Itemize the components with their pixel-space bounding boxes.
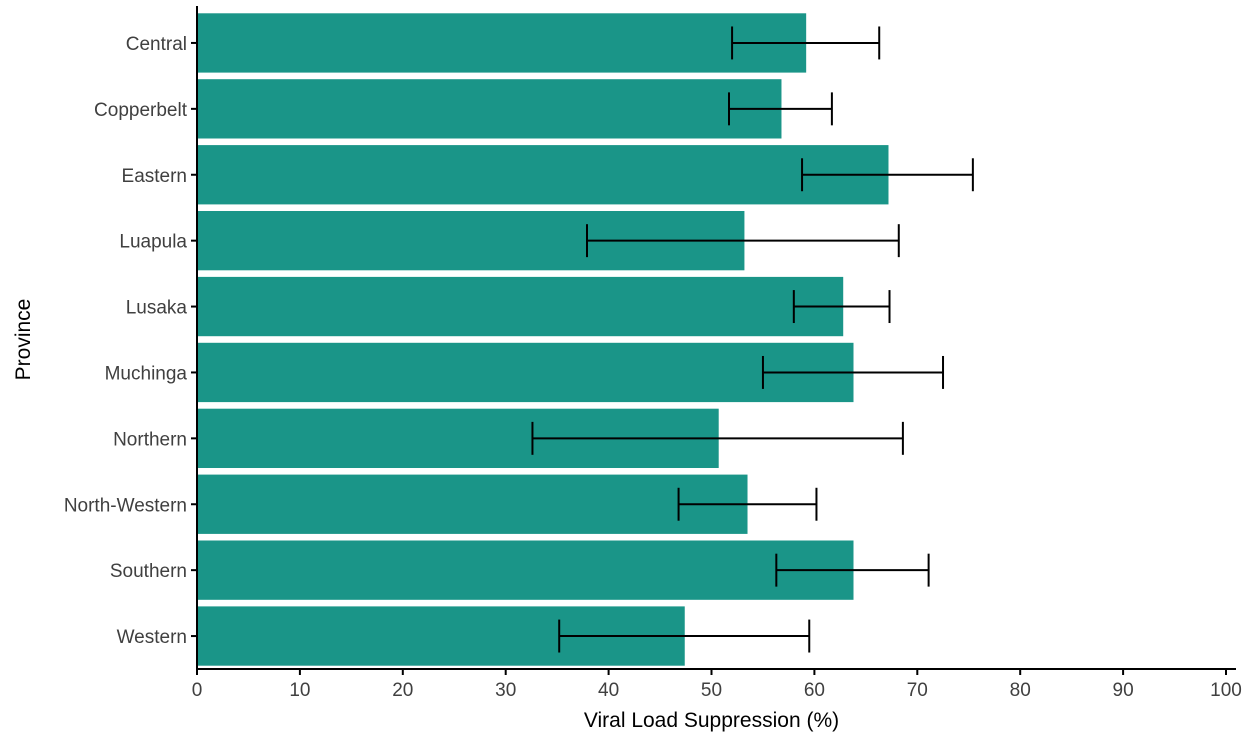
x-tick-label: 90 xyxy=(1113,680,1134,701)
error-bar xyxy=(731,26,881,60)
error-bar xyxy=(677,487,818,521)
bar xyxy=(197,474,748,534)
x-axis-title: Viral Load Suppression (%) xyxy=(584,709,839,732)
error-bar xyxy=(775,553,930,587)
axes-layer xyxy=(196,6,1236,670)
x-tick-label: 10 xyxy=(289,680,310,701)
y-tick-label: Southern xyxy=(110,561,187,582)
bar xyxy=(197,276,844,337)
x-tick-label: 0 xyxy=(192,680,203,701)
x-tick-label: 20 xyxy=(392,680,413,701)
x-tick-label: 70 xyxy=(907,680,928,701)
y-tick-label: Eastern xyxy=(122,166,187,187)
error-bar xyxy=(585,224,900,258)
error-bar xyxy=(531,421,904,455)
x-tick-label: 80 xyxy=(1010,680,1031,701)
y-tick-label: North-Western xyxy=(64,495,187,516)
x-tick-label: 30 xyxy=(495,680,516,701)
bar xyxy=(197,540,854,600)
x-tick-label: 50 xyxy=(701,680,722,701)
bars-layer xyxy=(197,13,889,666)
error-bars-layer xyxy=(531,26,974,653)
x-tick-label: 60 xyxy=(804,680,825,701)
x-ticks: 0 10 20 30 40 50 60 70 80 90 100 xyxy=(192,669,1242,701)
error-bar xyxy=(727,92,833,126)
y-tick-label: Muchinga xyxy=(105,363,188,384)
y-tick-label: Western xyxy=(117,627,187,648)
error-bar xyxy=(801,158,974,192)
error-bar xyxy=(558,619,811,653)
bar xyxy=(197,79,782,139)
x-tick-label: 40 xyxy=(598,680,619,701)
y-tick-label: Northern xyxy=(113,429,187,450)
y-tick-label: Lusaka xyxy=(126,298,188,319)
y-axis-title: Province xyxy=(12,299,35,381)
y-ticks: Central Copperbelt Eastern Luapula Lusaka Muc… xyxy=(64,34,197,648)
bar xyxy=(197,145,889,205)
bar xyxy=(197,13,807,73)
x-tick-label: 100 xyxy=(1210,680,1242,701)
error-bar xyxy=(761,355,945,389)
bar xyxy=(197,342,854,403)
y-tick-label: Luapula xyxy=(119,232,187,253)
y-tick-label: Copperbelt xyxy=(94,100,188,121)
y-tick-label: Central xyxy=(126,34,187,55)
error-bar xyxy=(792,290,891,324)
